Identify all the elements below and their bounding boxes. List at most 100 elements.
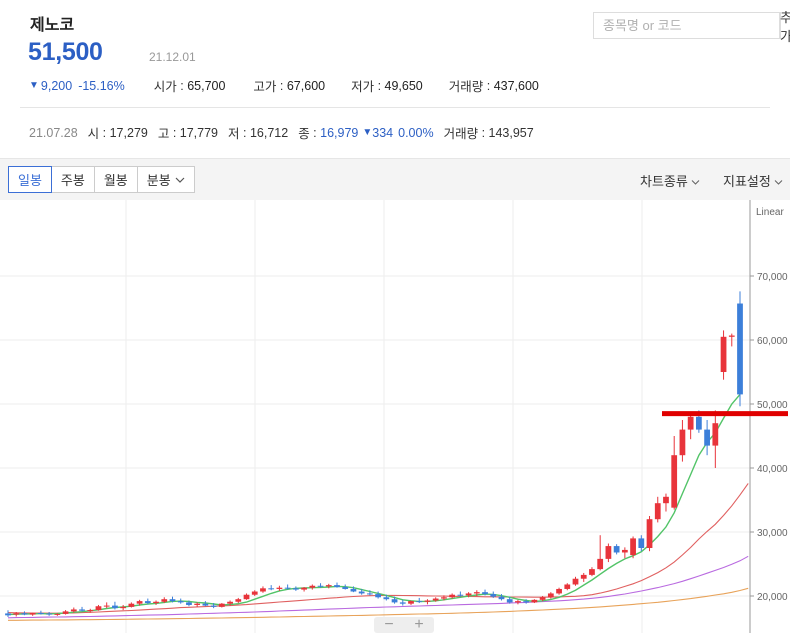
candle-body bbox=[490, 594, 497, 597]
candle-body bbox=[350, 588, 357, 592]
down-triangle-icon: ▼ bbox=[362, 127, 373, 138]
candle-body bbox=[54, 613, 61, 615]
candle-body bbox=[399, 602, 406, 604]
candle-body bbox=[671, 455, 678, 508]
candle-body bbox=[276, 587, 283, 589]
zoom-controls: − + bbox=[374, 616, 434, 633]
hover-open: 17,279 bbox=[109, 125, 148, 140]
candle-body bbox=[531, 599, 538, 603]
candle-body bbox=[572, 578, 579, 585]
current-price: 51,500 bbox=[28, 38, 103, 66]
tab-monthly[interactable]: 월봉 bbox=[93, 166, 138, 193]
candle-body bbox=[227, 601, 233, 604]
candle-body bbox=[144, 601, 151, 604]
price-date: 21.12.01 bbox=[149, 50, 196, 64]
candle-body bbox=[112, 605, 118, 609]
candle-body bbox=[235, 599, 242, 602]
hover-date: 21.07.28 bbox=[29, 125, 78, 140]
zoom-out-icon[interactable]: − bbox=[384, 616, 394, 633]
hover-info: 21.07.28 시 : 17,279 고 : 17,779 저 : 16,71… bbox=[29, 123, 534, 142]
chevron-down-icon bbox=[692, 180, 700, 185]
price-change: 9,200 bbox=[40, 78, 73, 93]
candlestick-chart[interactable]: 20,000 30,000 40,000 50,000 60,000 70,000 Line… bbox=[0, 200, 790, 633]
chart-toolbar: 일봉 주봉 월봉 분봉 차트종류 지표설정 bbox=[0, 158, 790, 200]
candle-body bbox=[449, 594, 456, 598]
candle-body bbox=[29, 612, 36, 615]
candle-body bbox=[737, 303, 743, 395]
candle-body bbox=[358, 591, 365, 594]
hover-change: 334 bbox=[372, 125, 394, 140]
candle-body bbox=[161, 599, 168, 602]
candle-body bbox=[704, 429, 710, 446]
candle-body bbox=[103, 605, 110, 607]
chart-type-menu[interactable]: 차트종류 bbox=[640, 171, 700, 190]
candle-body bbox=[482, 592, 488, 595]
candle-body bbox=[120, 606, 127, 609]
candle-body bbox=[292, 588, 299, 590]
candle-body bbox=[663, 496, 669, 504]
ma120-line bbox=[8, 587, 749, 621]
candle-body bbox=[424, 600, 431, 602]
chevron-down-icon bbox=[175, 177, 185, 183]
candle-body bbox=[38, 612, 44, 614]
low-label: 저가 bbox=[351, 80, 375, 94]
low-value: 49,650 bbox=[384, 78, 423, 93]
candle-body bbox=[218, 603, 225, 607]
candle-body bbox=[95, 606, 102, 611]
hover-close: 16,979 bbox=[320, 125, 359, 140]
y-tick-label: 30,000 bbox=[757, 528, 788, 539]
candle-body bbox=[654, 503, 661, 520]
hover-open-label: 시 bbox=[87, 127, 100, 141]
candle-body bbox=[613, 546, 620, 553]
candle-body bbox=[695, 416, 702, 430]
chart-type-label: 차트종류 bbox=[640, 174, 688, 189]
candle-body bbox=[169, 599, 176, 602]
candle-body bbox=[712, 423, 719, 446]
tab-weekly[interactable]: 주봉 bbox=[50, 166, 95, 193]
stock-search: 추가 bbox=[593, 10, 790, 44]
candle-body bbox=[416, 601, 423, 603]
candle-body bbox=[375, 594, 381, 598]
indicator-settings-menu[interactable]: 지표설정 bbox=[723, 171, 783, 190]
candle-body bbox=[564, 584, 571, 589]
candle-body bbox=[605, 546, 612, 559]
y-tick-label: 70,000 bbox=[757, 272, 788, 283]
add-button[interactable]: 추가 bbox=[779, 9, 790, 44]
candle-body bbox=[457, 594, 464, 596]
candle-body bbox=[70, 609, 77, 612]
hover-low: 16,712 bbox=[249, 125, 289, 140]
candle-body bbox=[153, 601, 159, 604]
tab-daily[interactable]: 일봉 bbox=[8, 166, 52, 193]
hover-low-label: 저 bbox=[228, 127, 240, 141]
divider bbox=[20, 107, 770, 108]
search-input[interactable] bbox=[594, 13, 779, 38]
candle-body bbox=[301, 587, 307, 590]
y-tick-label: 60,000 bbox=[757, 336, 788, 347]
candle-body bbox=[260, 588, 266, 592]
tab-minute[interactable]: 분봉 bbox=[136, 166, 195, 193]
candle-body bbox=[383, 597, 390, 600]
zoom-in-icon[interactable]: + bbox=[414, 616, 424, 633]
candle-body bbox=[589, 569, 595, 575]
price-change-pct: -15.16% bbox=[78, 78, 125, 93]
candle-body bbox=[317, 585, 324, 587]
candle-body bbox=[79, 609, 85, 611]
candle-body bbox=[342, 587, 349, 589]
hover-high: 17,779 bbox=[179, 125, 219, 140]
ma60-line bbox=[7, 555, 749, 619]
stock-name: 제노코 bbox=[30, 17, 75, 34]
hover-volume-label: 거래량 bbox=[443, 127, 479, 141]
ma5-line bbox=[7, 393, 741, 616]
candle-body bbox=[465, 593, 472, 596]
candle-body bbox=[128, 603, 135, 607]
candle-body bbox=[597, 558, 604, 570]
y-tick-label: 20,000 bbox=[757, 592, 788, 603]
candle-body bbox=[728, 335, 735, 337]
price-summary: ▼ 9,200 -15.16% 시가 : 65,700 고가 : 67,600 … bbox=[29, 76, 539, 95]
candle-body bbox=[679, 429, 686, 456]
candle-body bbox=[210, 605, 217, 607]
open-label: 시가 bbox=[153, 80, 177, 94]
candle-body bbox=[515, 601, 521, 603]
chart-area[interactable]: 20,000 30,000 40,000 50,000 60,000 70,000 Line… bbox=[0, 200, 790, 633]
candle-body bbox=[186, 602, 192, 605]
